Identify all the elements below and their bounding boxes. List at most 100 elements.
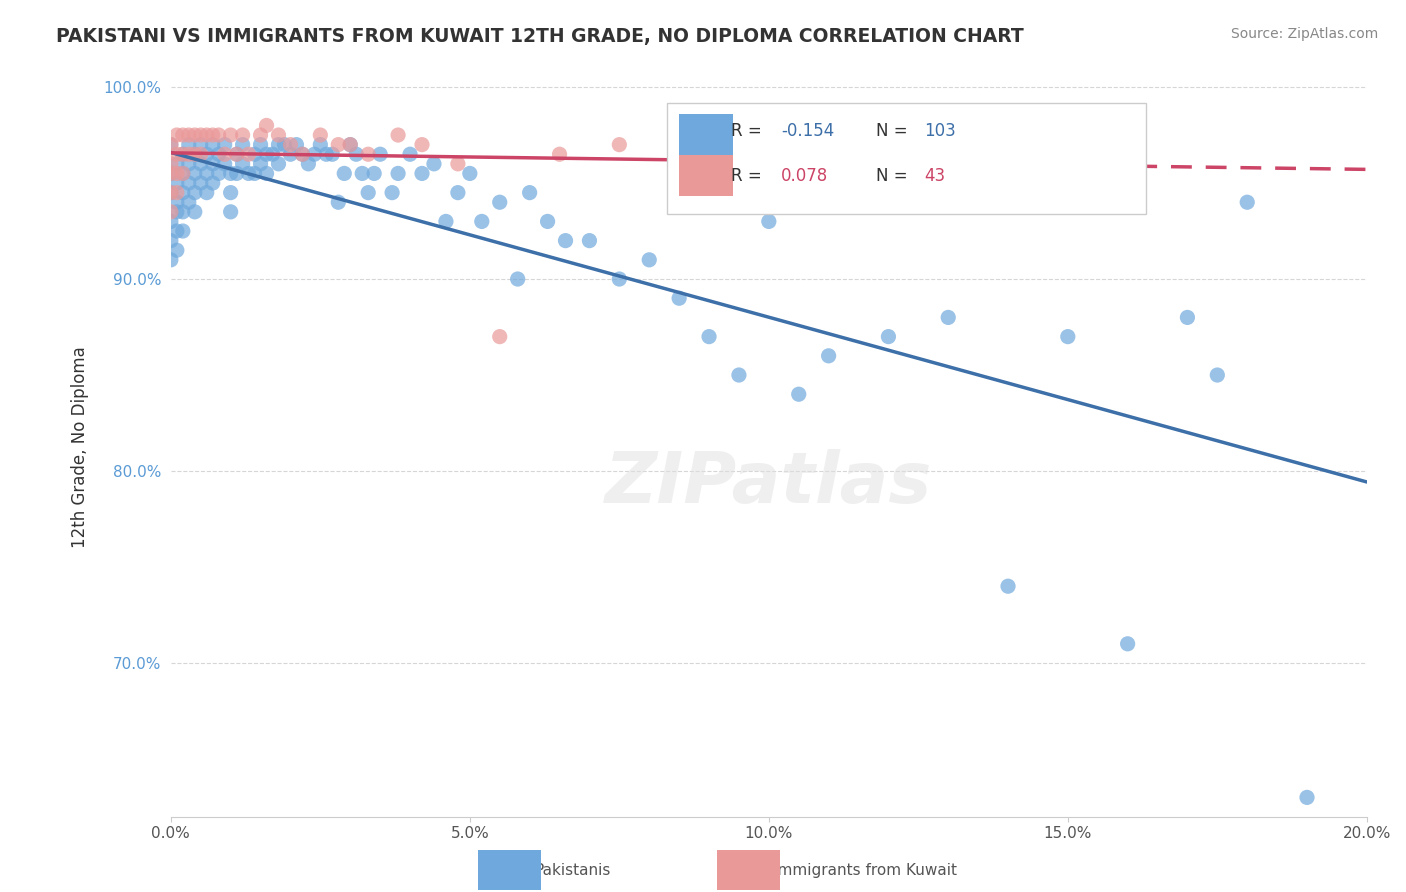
Point (697, 329, 720, 343)
Point (172, 166, 194, 180)
Point (160, 204, 183, 219)
Point (166, 176, 188, 190)
Point (458, 166, 481, 180)
Point (166, 224, 188, 238)
Point (297, 157, 319, 171)
Point (208, 166, 231, 180)
Point (190, 176, 212, 190)
Point (172, 166, 194, 180)
Point (166, 166, 188, 180)
Point (190, 147, 212, 161)
Point (172, 128, 194, 142)
Point (249, 137, 271, 152)
Point (668, 291, 690, 305)
Point (238, 166, 260, 180)
Point (256, 119, 278, 133)
Point (256, 166, 278, 180)
Point (225, 147, 247, 161)
Point (936, 310, 959, 325)
Point (160, 157, 183, 171)
Point (195, 166, 218, 180)
Point (219, 128, 242, 142)
Point (184, 128, 207, 142)
Point (166, 186, 188, 200)
Text: 0.078: 0.078 (780, 167, 828, 185)
Point (160, 186, 183, 200)
Point (232, 137, 254, 152)
Point (177, 137, 200, 152)
Point (423, 157, 446, 171)
Point (1116, 637, 1139, 651)
Point (607, 272, 630, 286)
Point (328, 195, 350, 210)
Point (1177, 310, 1199, 325)
Point (249, 128, 271, 142)
Point (399, 147, 422, 161)
Point (172, 147, 194, 161)
Point (172, 186, 194, 200)
Point (309, 137, 332, 152)
Point (267, 128, 290, 142)
Point (536, 214, 558, 228)
Point (339, 137, 361, 152)
Point (160, 137, 183, 152)
Point (249, 157, 271, 171)
FancyBboxPatch shape (668, 103, 1146, 214)
Point (232, 128, 254, 142)
Point (243, 147, 266, 161)
Point (243, 166, 266, 180)
Point (697, 128, 720, 142)
Point (190, 157, 212, 171)
Point (728, 368, 751, 382)
Text: PAKISTANI VS IMMIGRANTS FROM KUWAIT 12TH GRADE, NO DIPLOMA CORRELATION CHART: PAKISTANI VS IMMIGRANTS FROM KUWAIT 12TH… (56, 27, 1024, 45)
Point (519, 186, 541, 200)
Point (280, 147, 302, 161)
Point (363, 166, 385, 180)
Point (1236, 195, 1258, 210)
Point (160, 252, 183, 267)
Point (208, 128, 231, 142)
Point (387, 166, 409, 180)
Point (291, 147, 314, 161)
Point (387, 128, 409, 142)
Text: 103: 103 (924, 122, 956, 140)
Point (172, 147, 194, 161)
Point (184, 204, 207, 219)
Point (160, 166, 183, 180)
Point (160, 137, 183, 152)
Point (184, 186, 207, 200)
Point (256, 147, 278, 161)
Point (267, 137, 290, 152)
Point (177, 195, 200, 210)
Point (201, 137, 224, 152)
Point (447, 157, 470, 171)
Point (339, 137, 361, 152)
Point (214, 157, 236, 171)
Point (488, 195, 510, 210)
Point (554, 234, 576, 248)
Point (201, 176, 224, 190)
Point (488, 329, 510, 343)
Point (195, 147, 218, 161)
Point (267, 157, 290, 171)
Point (333, 166, 356, 180)
Point (172, 204, 194, 219)
Point (177, 176, 200, 190)
Point (280, 137, 302, 152)
Point (166, 244, 188, 258)
Point (321, 147, 343, 161)
Point (368, 147, 391, 161)
Point (328, 137, 350, 152)
Point (219, 204, 242, 219)
Point (166, 147, 188, 161)
Point (166, 157, 188, 171)
Point (160, 214, 183, 228)
Point (381, 186, 404, 200)
Point (817, 137, 839, 152)
Point (344, 147, 367, 161)
Point (877, 329, 900, 343)
Point (166, 204, 188, 219)
FancyBboxPatch shape (679, 114, 733, 155)
Point (208, 147, 231, 161)
Text: 43: 43 (924, 167, 945, 185)
